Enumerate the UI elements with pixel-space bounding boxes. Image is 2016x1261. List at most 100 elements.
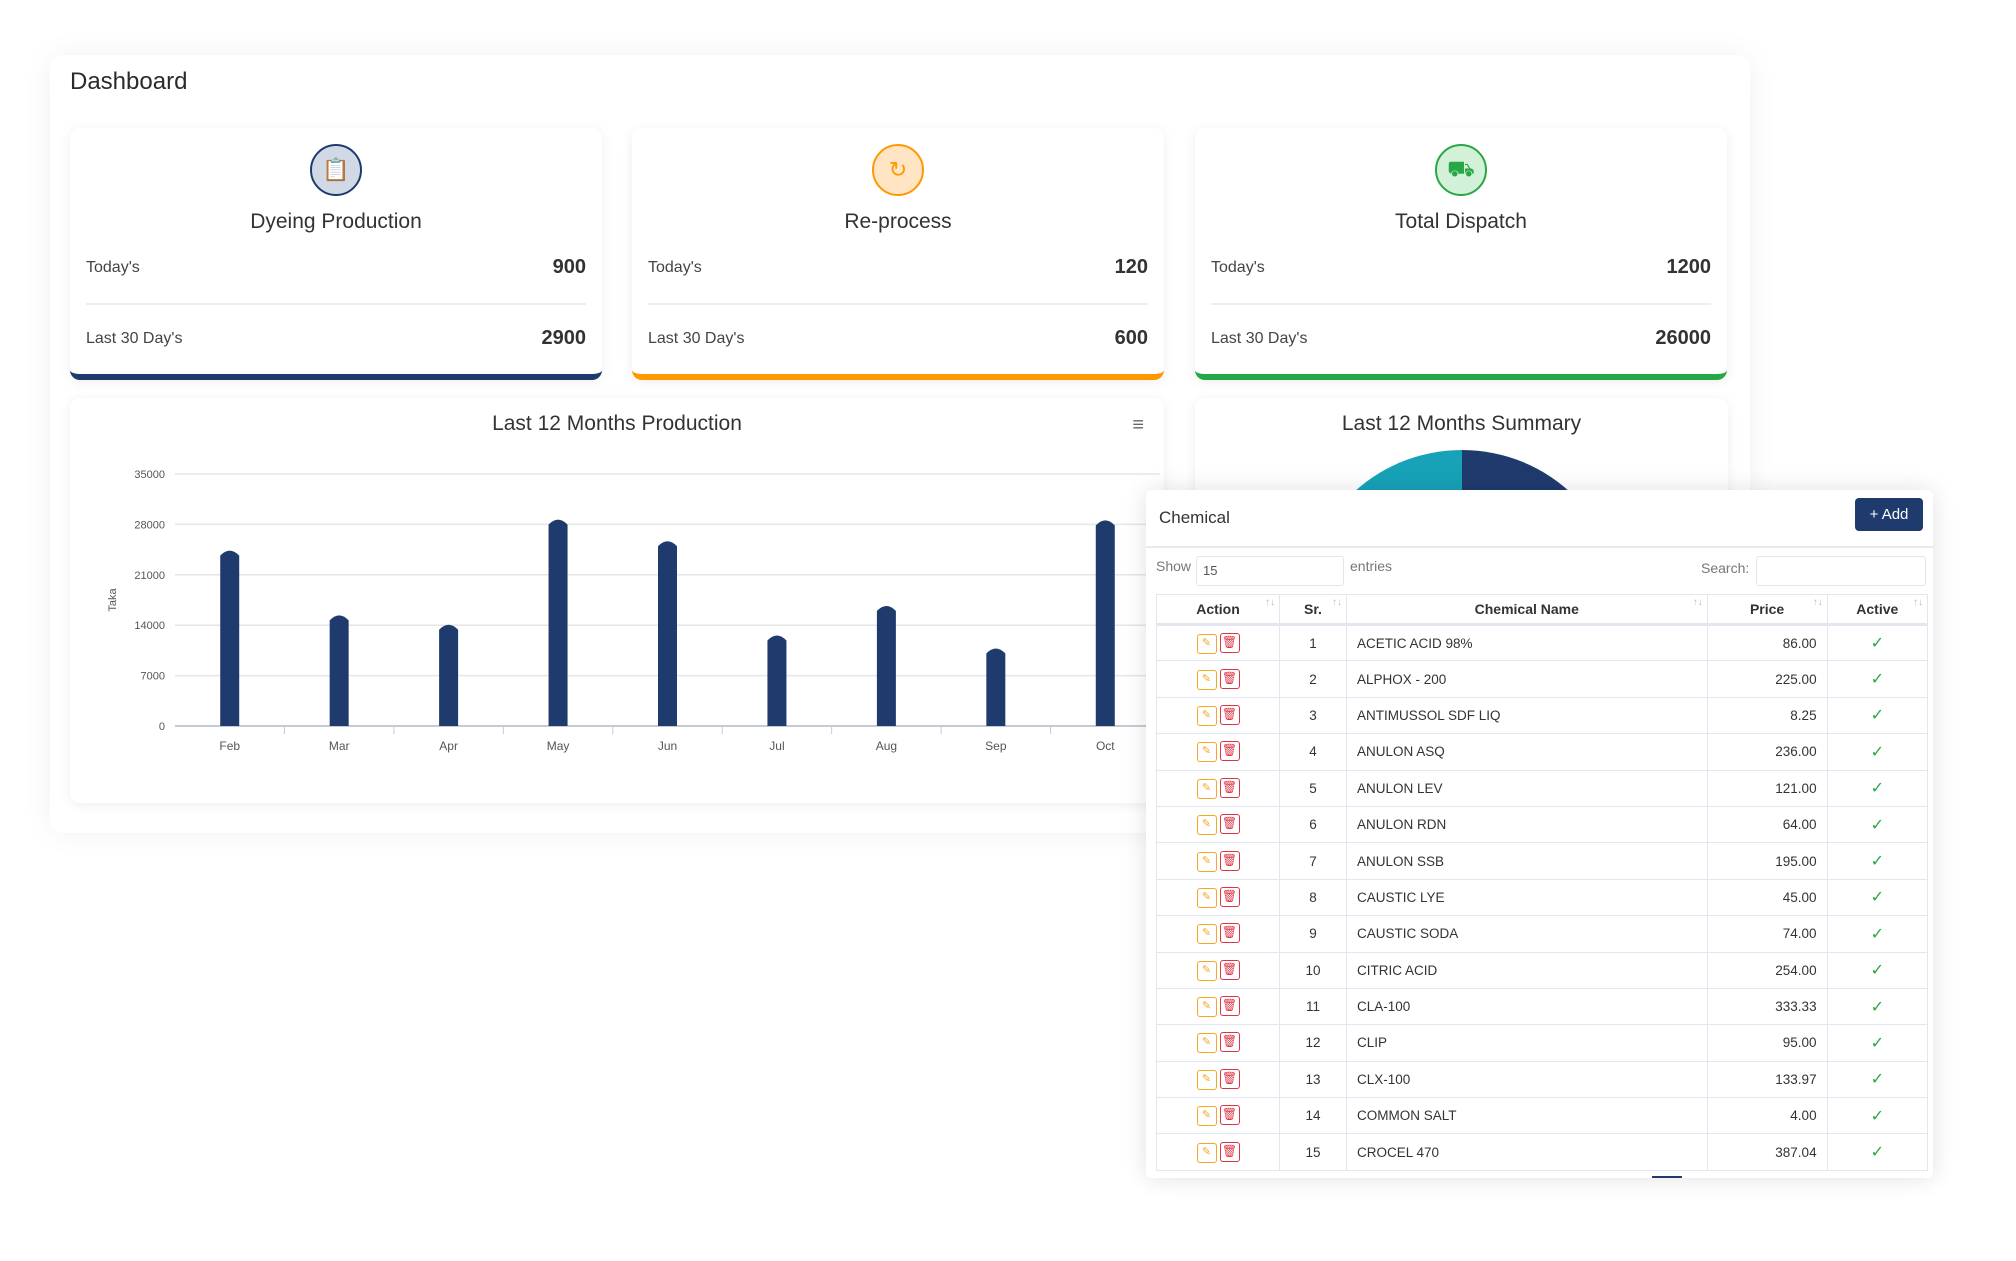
entries-select[interactable]: 15 bbox=[1196, 556, 1344, 586]
chemical-name-cell: CAUSTIC LYE bbox=[1346, 878, 1708, 917]
table-title: Chemical bbox=[1159, 508, 1230, 527]
delete-icon[interactable]: 🗑 bbox=[1219, 1032, 1240, 1053]
delete-icon[interactable]: 🗑 bbox=[1219, 996, 1240, 1017]
chemical-name-cell: ANULON RDN bbox=[1346, 805, 1708, 844]
truck-icon: ⛟ bbox=[1435, 144, 1487, 196]
check-icon: ✓ bbox=[1870, 998, 1884, 1016]
edit-icon[interactable]: ✎ bbox=[1196, 815, 1217, 836]
check-icon: ✓ bbox=[1870, 1144, 1884, 1162]
sr-cell: 6 bbox=[1279, 805, 1347, 844]
edit-icon[interactable]: ✎ bbox=[1196, 669, 1217, 690]
chemical-name-cell: CLX-100 bbox=[1346, 1060, 1708, 1099]
sr-cell: 5 bbox=[1279, 769, 1347, 807]
delete-icon[interactable]: 🗑 bbox=[1219, 668, 1240, 689]
column-header[interactable]: Action ↑↓ bbox=[1156, 594, 1280, 626]
edit-icon[interactable]: ✎ bbox=[1196, 633, 1217, 654]
price-cell: 333.33 bbox=[1706, 987, 1828, 1026]
search-label: Search: bbox=[1701, 560, 1750, 576]
last30-value: 26000 bbox=[1655, 327, 1711, 349]
chemical-name-cell: ALPHOX - 200 bbox=[1346, 660, 1708, 698]
sr-cell: 3 bbox=[1279, 696, 1347, 735]
edit-icon[interactable]: ✎ bbox=[1196, 1033, 1217, 1054]
edit-icon[interactable]: ✎ bbox=[1196, 1106, 1217, 1127]
column-header[interactable]: Sr. ↑↓ bbox=[1279, 594, 1347, 626]
delete-icon[interactable]: 🗑 bbox=[1219, 741, 1240, 762]
bar bbox=[220, 550, 240, 726]
check-icon: ✓ bbox=[1870, 962, 1884, 980]
edit-icon[interactable]: ✎ bbox=[1196, 742, 1217, 763]
delete-icon[interactable]: 🗑 bbox=[1219, 923, 1240, 944]
x-tick-label: Sep bbox=[985, 739, 1007, 753]
last30-value: 2900 bbox=[541, 327, 587, 349]
check-icon: ✓ bbox=[1870, 925, 1884, 943]
column-header[interactable]: Active ↑↓ bbox=[1826, 594, 1929, 626]
edit-icon[interactable]: ✎ bbox=[1196, 1069, 1217, 1090]
today-label: Today's bbox=[86, 258, 140, 276]
chemical-name-cell: ACETIC ACID 98% bbox=[1346, 623, 1708, 662]
check-icon: ✓ bbox=[1870, 853, 1884, 871]
delete-icon[interactable]: 🗑 bbox=[1219, 1141, 1240, 1162]
edit-icon[interactable]: ✎ bbox=[1196, 924, 1217, 945]
edit-icon[interactable]: ✎ bbox=[1196, 887, 1217, 908]
y-tick-label: 0 bbox=[159, 721, 165, 733]
delete-icon[interactable]: 🗑 bbox=[1219, 632, 1240, 653]
table-row: ✎ 🗑 11 CLA-100 333.33 ✓ bbox=[1156, 987, 1929, 1026]
check-icon: ✓ bbox=[1870, 707, 1884, 725]
divider bbox=[648, 303, 1148, 305]
table-row: ✎ 🗑 2 ALPHOX - 200 225.00 ✓ bbox=[1156, 660, 1929, 698]
divider bbox=[86, 303, 586, 305]
delete-icon[interactable]: 🗑 bbox=[1219, 886, 1240, 907]
bar bbox=[986, 648, 1006, 726]
bar-chart: 0 7000 14000 21000 28000 35000 Taka Feb Mar Apr Ma… bbox=[107, 469, 1161, 753]
table-row: ✎ 🗑 7 ANULON SSB 195.00 ✓ bbox=[1156, 842, 1929, 880]
edit-icon[interactable]: ✎ bbox=[1196, 960, 1217, 981]
show-label: Show bbox=[1156, 558, 1192, 574]
delete-icon[interactable]: 🗑 bbox=[1219, 959, 1240, 980]
today-value: 120 bbox=[1114, 256, 1148, 278]
last30-label: Last 30 Day's bbox=[648, 329, 745, 347]
price-cell: 64.00 bbox=[1706, 805, 1828, 844]
check-icon: ✓ bbox=[1870, 743, 1884, 761]
page-title: Dashboard bbox=[70, 68, 188, 95]
price-cell: 86.00 bbox=[1706, 623, 1828, 662]
sr-cell: 13 bbox=[1279, 1060, 1347, 1099]
sr-cell: 14 bbox=[1279, 1097, 1347, 1135]
chemical-table: Action ↑↓ Sr. ↑↓ Chemical Name ↑↓ Price ↑↓ Activ… bbox=[1156, 594, 1929, 1171]
pagination-indicator[interactable] bbox=[1652, 1176, 1682, 1178]
edit-icon[interactable]: ✎ bbox=[1196, 1142, 1217, 1163]
y-tick-label: 35000 bbox=[134, 469, 165, 481]
add-button[interactable]: + Add bbox=[1855, 498, 1923, 531]
chemical-name-cell: ANTIMUSSOL SDF LIQ bbox=[1346, 696, 1708, 735]
sr-cell: 7 bbox=[1279, 842, 1347, 880]
bar bbox=[767, 635, 787, 726]
table-row: ✎ 🗑 9 CAUSTIC SODA 74.00 ✓ bbox=[1156, 915, 1929, 953]
chemical-name-cell: CITRIC ACID bbox=[1346, 951, 1708, 989]
check-icon: ✓ bbox=[1870, 780, 1884, 798]
delete-icon[interactable]: 🗑 bbox=[1219, 1068, 1240, 1089]
menu-icon[interactable]: ≡ bbox=[1132, 414, 1144, 436]
bar bbox=[548, 519, 568, 726]
x-tick-label: May bbox=[547, 739, 570, 753]
delete-icon[interactable]: 🗑 bbox=[1219, 814, 1240, 835]
refresh-icon: ↻ bbox=[872, 144, 924, 196]
check-icon: ✓ bbox=[1870, 816, 1884, 834]
edit-icon[interactable]: ✎ bbox=[1196, 851, 1217, 872]
delete-icon[interactable]: 🗑 bbox=[1219, 850, 1240, 871]
sr-cell: 8 bbox=[1279, 878, 1347, 917]
edit-icon[interactable]: ✎ bbox=[1196, 705, 1217, 726]
delete-icon[interactable]: 🗑 bbox=[1219, 1105, 1240, 1126]
check-icon: ✓ bbox=[1870, 1107, 1884, 1125]
clipboard-check-icon: 📋 bbox=[310, 144, 362, 196]
edit-icon[interactable]: ✎ bbox=[1196, 997, 1217, 1018]
edit-icon[interactable]: ✎ bbox=[1196, 778, 1217, 799]
stat-title: Dyeing Production bbox=[250, 210, 422, 233]
delete-icon[interactable]: 🗑 bbox=[1219, 704, 1240, 725]
column-header[interactable]: Chemical Name ↑↓ bbox=[1346, 594, 1708, 626]
table-row: ✎ 🗑 5 ANULON LEV 121.00 ✓ bbox=[1156, 769, 1929, 807]
search-input[interactable] bbox=[1756, 556, 1926, 586]
bar bbox=[876, 606, 896, 726]
y-tick-label: 7000 bbox=[141, 671, 165, 683]
bar bbox=[658, 541, 677, 726]
delete-icon[interactable]: 🗑 bbox=[1219, 777, 1240, 798]
column-header[interactable]: Price ↑↓ bbox=[1706, 594, 1828, 626]
